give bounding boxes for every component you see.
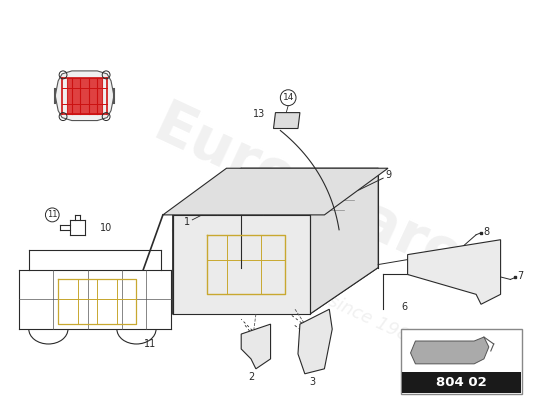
Text: 6: 6 xyxy=(402,302,408,312)
Polygon shape xyxy=(67,78,102,114)
Text: 1: 1 xyxy=(184,217,190,227)
Polygon shape xyxy=(55,71,114,120)
Text: Eurospares: Eurospares xyxy=(145,96,504,304)
Polygon shape xyxy=(173,215,310,314)
Polygon shape xyxy=(163,168,388,215)
Text: 8: 8 xyxy=(483,227,489,237)
Text: 3: 3 xyxy=(310,377,316,387)
Bar xyxy=(401,329,522,394)
Polygon shape xyxy=(173,168,378,215)
Polygon shape xyxy=(241,324,271,369)
Text: 11: 11 xyxy=(144,339,156,349)
Polygon shape xyxy=(408,240,500,304)
Text: 14: 14 xyxy=(283,93,294,102)
Polygon shape xyxy=(173,168,241,314)
Polygon shape xyxy=(173,268,378,314)
Text: 11: 11 xyxy=(47,210,58,219)
Polygon shape xyxy=(310,168,378,314)
Text: 804 02: 804 02 xyxy=(436,376,487,389)
Polygon shape xyxy=(298,309,332,374)
Polygon shape xyxy=(410,337,489,364)
Polygon shape xyxy=(273,113,300,128)
Text: 13: 13 xyxy=(254,109,266,119)
Text: 9: 9 xyxy=(385,170,391,180)
Text: 2: 2 xyxy=(248,372,254,382)
Text: 7: 7 xyxy=(517,272,524,282)
Text: a passion for parts since 1985: a passion for parts since 1985 xyxy=(168,219,422,350)
Bar xyxy=(402,372,521,393)
Text: 10: 10 xyxy=(100,223,112,233)
